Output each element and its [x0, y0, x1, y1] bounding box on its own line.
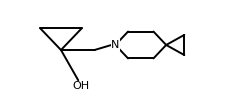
Text: N: N: [111, 40, 120, 50]
Text: OH: OH: [72, 81, 89, 91]
